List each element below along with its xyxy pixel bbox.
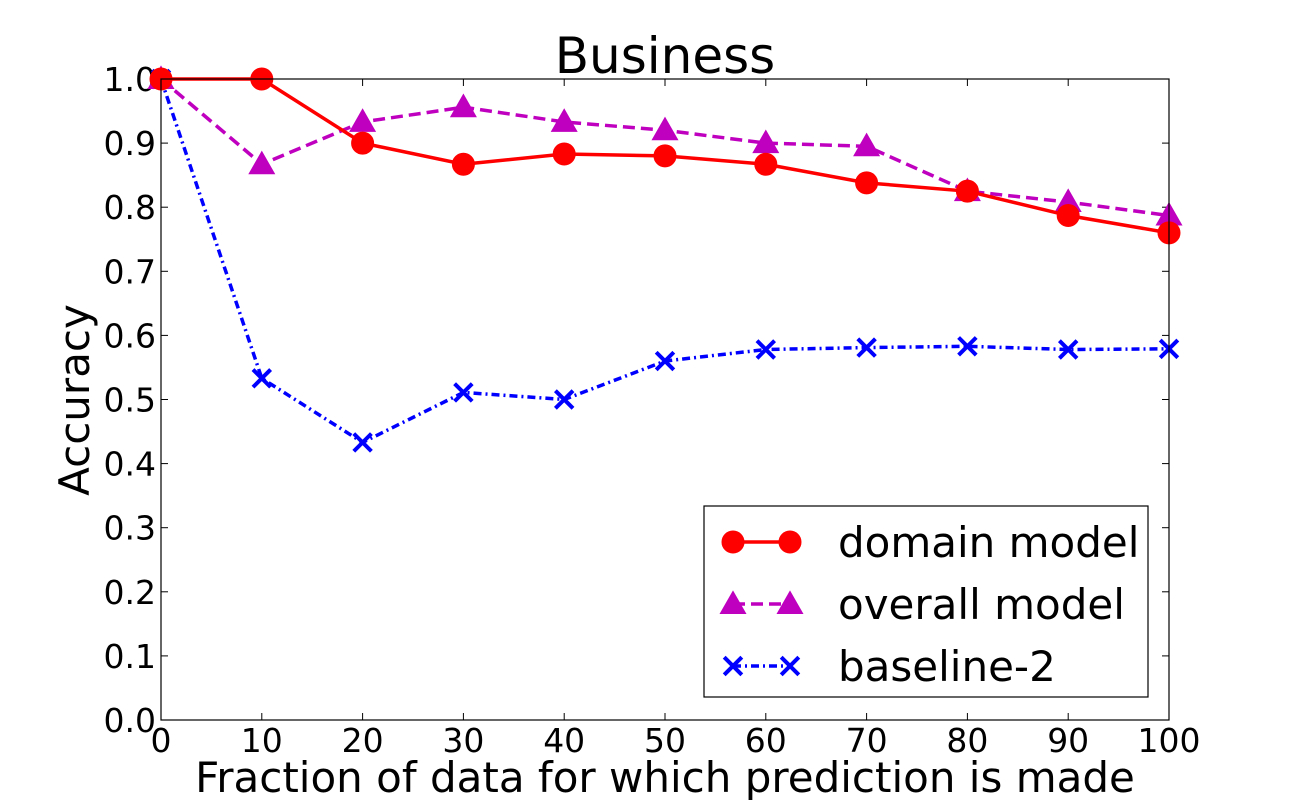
x-axis-label: Fraction of data for which prediction is… — [195, 753, 1135, 800]
legend-label: overall model — [838, 580, 1125, 629]
y-axis-label: Accuracy — [50, 304, 99, 496]
legend-label: domain model — [838, 518, 1139, 567]
data-point — [449, 93, 477, 118]
y-tick-label: 0.7 — [104, 252, 156, 291]
data-point — [754, 152, 778, 176]
data-point — [955, 179, 979, 203]
x-tick-label: 90 — [1047, 721, 1089, 760]
legend-box — [703, 505, 1149, 698]
data-point — [779, 655, 801, 677]
data-point — [957, 336, 978, 357]
y-tick-label: 0.9 — [104, 124, 156, 163]
data-point — [248, 150, 276, 175]
y-tick-label: 0.5 — [104, 381, 156, 420]
data-point — [752, 129, 780, 154]
data-point — [553, 389, 575, 410]
data-point — [855, 171, 879, 195]
x-tick-label: 70 — [846, 721, 888, 760]
data-point — [755, 339, 777, 360]
data-point — [349, 108, 377, 132]
data-point — [651, 116, 679, 141]
plot-frame — [160, 78, 1170, 721]
data-point — [654, 350, 676, 372]
x-tick-label: 60 — [745, 721, 787, 760]
data-point — [552, 142, 576, 166]
data-point — [719, 590, 747, 614]
data-point — [776, 590, 804, 614]
data-point — [721, 530, 745, 554]
series-overall-model — [147, 65, 1183, 226]
data-point — [351, 131, 375, 155]
y-tick-label: 0.0 — [104, 701, 156, 740]
x-tick-label: 10 — [241, 721, 283, 760]
x-tick-label: 80 — [946, 721, 988, 760]
data-point — [1056, 204, 1080, 228]
data-point — [653, 144, 677, 168]
axis-ticks: 0 10 20 30 40 50 60 70 80 90 100 0.0 0.1 0.2 0.3 0.4 0.5… — [104, 60, 1201, 760]
y-tick-label: 0.8 — [104, 188, 156, 227]
data-point — [352, 432, 373, 453]
y-tick-label: 0.3 — [104, 509, 156, 548]
x-tick-label: 50 — [644, 721, 686, 760]
data-point — [856, 337, 877, 358]
data-point — [451, 152, 475, 176]
data-point — [453, 382, 474, 403]
x-tick-label: 0 — [151, 721, 172, 760]
y-tick-label: 0.6 — [104, 316, 156, 355]
data-point — [853, 132, 881, 157]
y-tick-label: 1.0 — [104, 60, 156, 99]
y-tick-label: 0.4 — [104, 445, 156, 484]
x-tick-label: 30 — [442, 721, 484, 760]
data-point — [1057, 339, 1079, 360]
legend: domain model overall model baseline-2 — [703, 505, 1149, 698]
x-tick-label: 40 — [543, 721, 585, 760]
data-point — [722, 655, 744, 677]
chart-title: Business — [555, 27, 775, 85]
data-point — [778, 530, 802, 554]
series-group — [147, 65, 1183, 453]
data-point — [251, 368, 273, 389]
x-tick-label: 20 — [342, 721, 384, 760]
x-tick-label: 100 — [1138, 721, 1201, 760]
y-tick-label: 0.2 — [104, 573, 156, 612]
legend-label: baseline-2 — [838, 642, 1056, 691]
y-tick-label: 0.1 — [104, 637, 156, 676]
data-point — [550, 108, 578, 132]
